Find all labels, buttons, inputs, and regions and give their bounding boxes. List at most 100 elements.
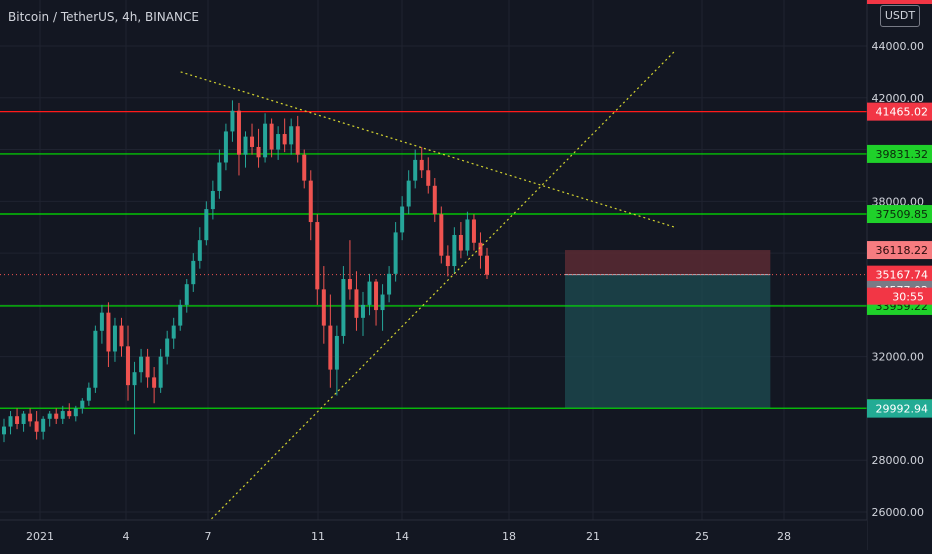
time-axis-background bbox=[0, 520, 867, 550]
candle-body bbox=[210, 190, 215, 210]
candle-body bbox=[119, 325, 124, 347]
candle-body bbox=[34, 421, 39, 432]
candle-body bbox=[452, 234, 457, 267]
candle-body bbox=[263, 123, 268, 158]
price-axis: 26000.0028000.0030000.0032000.0034000.00… bbox=[866, 0, 932, 550]
currency-button[interactable]: USDT bbox=[880, 5, 920, 27]
time-tick-label: 4 bbox=[123, 530, 130, 543]
countdown-badge bbox=[867, 287, 932, 305]
candle-body bbox=[106, 312, 111, 352]
candle-body bbox=[132, 372, 137, 386]
horizontal-levels bbox=[0, 111, 867, 409]
candle-body bbox=[178, 304, 183, 326]
candle-body bbox=[139, 356, 144, 373]
level-price-badge-text: 37509.85 bbox=[876, 208, 929, 221]
candle-body bbox=[67, 411, 72, 417]
candle-body bbox=[485, 255, 489, 275]
candle-body bbox=[269, 123, 274, 150]
take-profit-zone bbox=[565, 274, 771, 409]
candle-body bbox=[432, 185, 437, 215]
candle-body bbox=[126, 346, 131, 386]
alert-stripe bbox=[867, 0, 932, 4]
price-tick-label: 26000.00 bbox=[872, 506, 925, 519]
candle-body bbox=[184, 284, 189, 305]
candles bbox=[2, 100, 489, 443]
candle-body bbox=[204, 209, 209, 241]
candle-body bbox=[145, 356, 150, 378]
candle-body bbox=[478, 242, 483, 256]
candle-body bbox=[393, 232, 398, 274]
candle-body bbox=[347, 279, 352, 290]
candle-body bbox=[28, 413, 33, 422]
candle-body bbox=[112, 325, 117, 352]
candle-body bbox=[152, 377, 157, 388]
candle-body bbox=[15, 416, 20, 424]
candle-body bbox=[341, 279, 346, 336]
price-tick-label: 42000.00 bbox=[872, 92, 925, 105]
candle-body bbox=[86, 387, 91, 401]
candle-body bbox=[250, 136, 255, 147]
candle-body bbox=[158, 356, 163, 388]
trendline bbox=[180, 71, 675, 228]
candle-body bbox=[276, 134, 281, 150]
candle-body bbox=[2, 426, 6, 435]
candle-body bbox=[41, 418, 46, 432]
candle-body bbox=[99, 312, 104, 331]
candle-body bbox=[374, 281, 379, 311]
candle-body bbox=[387, 273, 392, 295]
level-price-badge bbox=[867, 144, 932, 163]
level-price-badge-text: 41465.02 bbox=[876, 106, 929, 119]
candle-body bbox=[413, 159, 418, 181]
candle-body bbox=[171, 325, 176, 339]
stop-price-badge bbox=[867, 241, 932, 260]
candle-body bbox=[223, 131, 228, 163]
candle-body bbox=[197, 240, 202, 261]
candle-body bbox=[419, 159, 424, 171]
candle-body bbox=[236, 110, 241, 155]
candle-body bbox=[289, 126, 294, 145]
candle-body bbox=[315, 222, 320, 290]
countdown-text: 30:55 bbox=[892, 291, 924, 304]
candle-body bbox=[328, 325, 333, 370]
stop-loss-zone bbox=[565, 250, 771, 275]
candle-body bbox=[400, 206, 405, 233]
candle-body bbox=[439, 214, 444, 256]
candle-body bbox=[282, 134, 287, 145]
time-tick-label: 18 bbox=[502, 530, 516, 543]
level-price-badge bbox=[867, 102, 932, 121]
candle-body bbox=[406, 180, 411, 207]
candle-body bbox=[230, 110, 235, 132]
candle-body bbox=[367, 281, 372, 305]
candle-body bbox=[360, 304, 365, 318]
price-tick-label: 32000.00 bbox=[872, 351, 925, 364]
time-tick-label: 11 bbox=[311, 530, 325, 543]
candle-body bbox=[445, 255, 450, 267]
candle-body bbox=[380, 294, 385, 311]
price-tick-label: 44000.00 bbox=[872, 40, 925, 53]
candle-body bbox=[60, 411, 65, 419]
candle-body bbox=[334, 335, 339, 370]
time-tick-label: 2021 bbox=[26, 530, 54, 543]
time-axis: 2021 4 7 11 14 18 21 25 28 bbox=[0, 519, 867, 550]
candle-body bbox=[165, 338, 170, 357]
candle-body bbox=[217, 162, 222, 191]
candle-body bbox=[73, 408, 78, 417]
candle-body bbox=[308, 180, 313, 223]
candle-body bbox=[93, 330, 98, 388]
stop-price-badge-text: 36118.22 bbox=[876, 244, 929, 257]
chart-title: Bitcoin / TetherUS, 4h, BINANCE bbox=[8, 10, 199, 24]
candle-body bbox=[256, 146, 261, 158]
candle-body bbox=[426, 170, 431, 186]
time-tick-label: 14 bbox=[395, 530, 409, 543]
candle-body bbox=[243, 136, 248, 155]
target-price-badge bbox=[867, 399, 932, 418]
candle-body bbox=[465, 219, 470, 251]
level-price-badge-text: 39831.32 bbox=[876, 148, 929, 161]
trendlines bbox=[180, 50, 676, 523]
candle-body bbox=[21, 413, 26, 424]
trendline bbox=[207, 50, 676, 523]
candle-body bbox=[54, 413, 59, 419]
target-price-badge-text: 29992.94 bbox=[876, 403, 929, 416]
